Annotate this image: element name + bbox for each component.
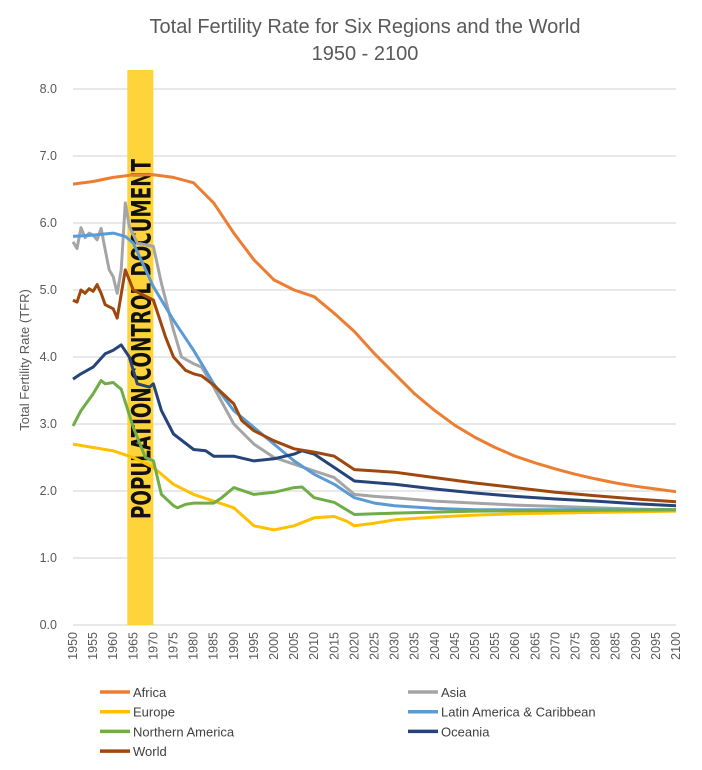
chart-subtitle: 1950 - 2100 (312, 43, 419, 65)
x-tick-label: 1970 (146, 632, 160, 660)
series-line-world (72, 268, 677, 504)
x-tick-label: 2080 (589, 632, 603, 660)
x-tick-label: 1965 (126, 632, 140, 660)
x-tick-label: 2055 (488, 632, 502, 660)
legend-label: Europe (133, 705, 175, 720)
x-tick-label: 2085 (609, 632, 623, 660)
x-tick-label: 1975 (167, 632, 181, 660)
x-tick-label: 2035 (408, 632, 422, 660)
legend-label: Asia (441, 685, 467, 700)
x-tick-label: 2015 (327, 632, 341, 660)
x-tick-label: 2065 (528, 632, 542, 660)
y-tick-label: 5.0 (40, 283, 57, 297)
chart-title: Total Fertility Rate for Six Regions and… (150, 16, 581, 38)
legend-label: Latin America & Caribbean (441, 705, 596, 720)
x-tick-label: 2040 (428, 632, 442, 660)
y-tick-label: 3.0 (40, 417, 57, 431)
annotation-text: POPULATION CONTROL DOCUMENT (126, 159, 157, 519)
annotation-band (127, 70, 154, 625)
x-tick-label: 1985 (207, 632, 221, 660)
legend-label: Oceania (441, 724, 490, 739)
x-tick-label: 2060 (508, 632, 522, 660)
x-tick-label: 1995 (247, 632, 261, 660)
x-tick-label: 2000 (267, 632, 281, 660)
y-tick-label: 6.0 (40, 216, 57, 230)
x-tick-label: 1955 (86, 632, 100, 660)
y-tick-label: 8.0 (40, 82, 57, 96)
y-tick-label: 4.0 (40, 350, 57, 364)
x-tick-label: 1990 (227, 632, 241, 660)
x-tick-label: 2090 (629, 632, 643, 660)
x-tick-label: 2010 (307, 632, 321, 660)
x-tick-label: 2020 (347, 632, 361, 660)
legend-label: World (133, 744, 167, 759)
x-tick-label: 1950 (66, 632, 80, 660)
x-tick-label: 2050 (468, 632, 482, 660)
series-line-asia (71, 201, 677, 512)
y-axis-label: Total Fertility Rate (TFR) (17, 289, 32, 431)
series-line-europe (72, 442, 677, 532)
x-tick-label: 2070 (548, 632, 562, 660)
x-tick-label: 2030 (388, 632, 402, 660)
x-tick-label: 2045 (448, 632, 462, 660)
series-line-africa (72, 173, 677, 494)
x-tick-label: 1960 (106, 632, 120, 660)
series-line-oceania (72, 343, 677, 508)
x-tick-label: 2100 (669, 632, 683, 660)
series-line-latin-america-caribbean (72, 231, 676, 512)
legend-label: Northern America (133, 724, 235, 739)
x-tick-label: 2005 (287, 632, 301, 660)
y-tick-label: 0.0 (40, 618, 57, 632)
x-tick-label: 2095 (649, 632, 663, 660)
y-tick-label: 2.0 (40, 484, 57, 498)
x-tick-label: 1980 (187, 632, 201, 660)
series-line-northern-america (71, 379, 677, 516)
x-tick-label: 2025 (368, 632, 382, 660)
y-tick-label: 7.0 (40, 149, 57, 163)
legend-label: Africa (133, 685, 167, 700)
y-tick-label: 1.0 (40, 551, 57, 565)
x-tick-label: 2075 (569, 632, 583, 660)
